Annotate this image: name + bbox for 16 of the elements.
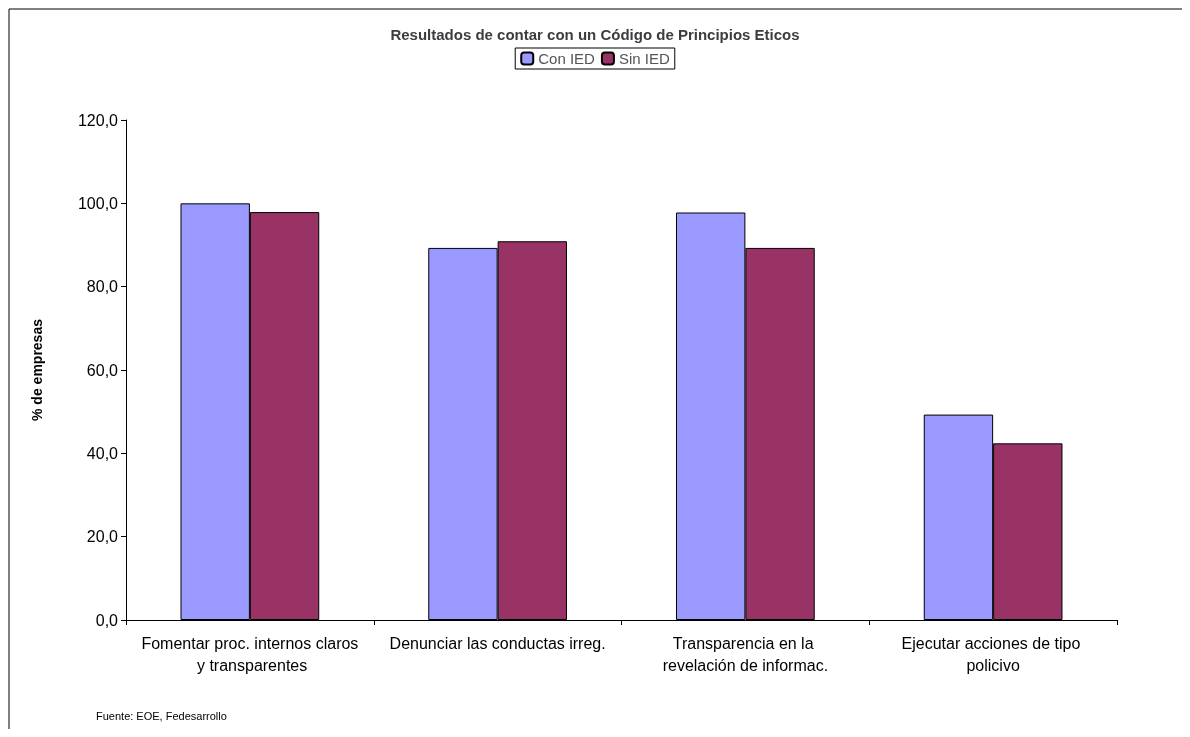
chart-title: Resultados de contar con un Código de Principios Eticos — [390, 26, 800, 43]
x-tick-label: Fomentar proc. internos claros y transparentes — [141, 634, 359, 674]
legend-label: Sin IED — [618, 50, 670, 67]
source-note: Fuente: EOE, Fedesarrollo — [96, 709, 227, 722]
x-tick-label: Transparencia en la revelación de informac. — [662, 634, 829, 674]
y-tick-label: 20,0 — [86, 528, 119, 546]
x-tick-label: Denunciar las conductas irreg. — [389, 634, 606, 652]
y-tick-label: 120,0 — [77, 111, 119, 129]
y-tick-label: 80,0 — [86, 278, 119, 296]
x-tick-label: Ejecutar acciones de tipo policivo — [901, 634, 1085, 674]
legend-label: Con IED — [538, 50, 596, 67]
y-axis-title: % de empresas — [29, 318, 45, 421]
y-tick-label: 40,0 — [86, 444, 119, 462]
y-tick-label: 0,0 — [95, 611, 119, 629]
y-tick-label: 100,0 — [77, 194, 119, 212]
y-tick-label: 60,0 — [86, 361, 119, 379]
